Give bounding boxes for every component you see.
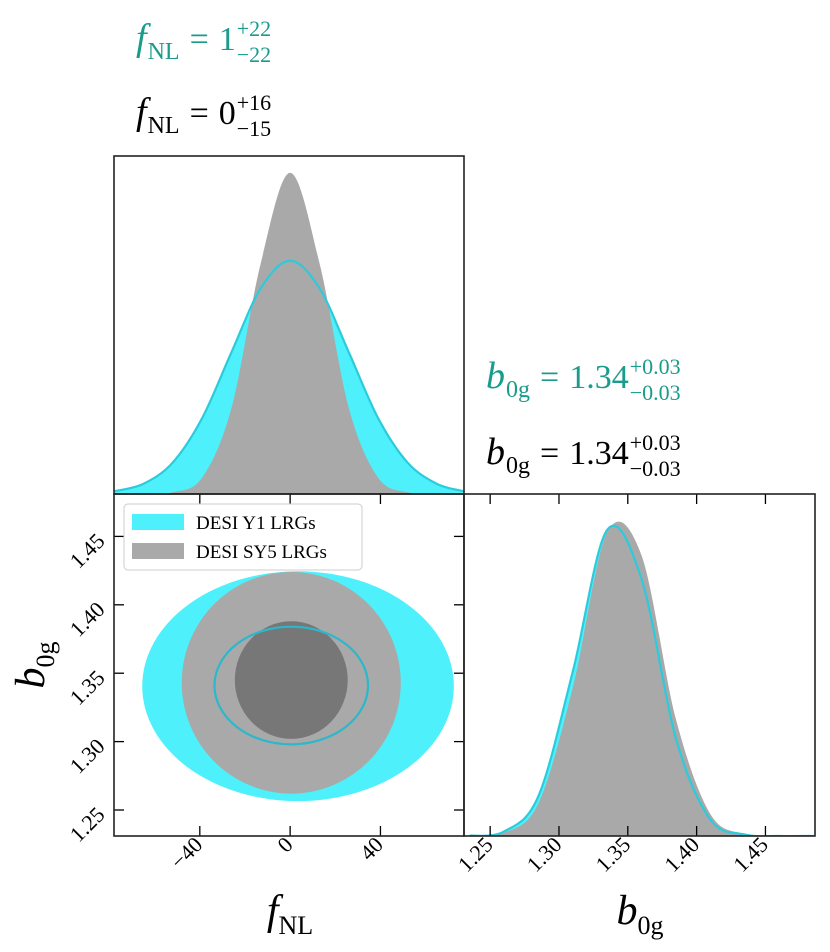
legend-label: DESI SY5 LRGs — [196, 542, 327, 563]
plot-area — [114, 172, 464, 494]
title-value: 1 — [219, 21, 236, 58]
title-value: 0 — [219, 95, 236, 132]
plot-area — [469, 521, 814, 836]
axis-label-text: fNL — [267, 888, 313, 940]
axis-label: fNL — [267, 888, 313, 940]
contour — [213, 625, 370, 746]
axis-label: b0g — [617, 888, 664, 940]
title-upper: +0.03 — [630, 430, 681, 455]
x-tick-label: 1.25 — [453, 832, 498, 877]
x-tick-label: 1.35 — [590, 832, 635, 877]
title-relation: = — [190, 21, 209, 58]
x-tick-label: 1.30 — [522, 832, 567, 877]
title-relation: = — [190, 95, 209, 132]
title-subscript: 0g — [506, 453, 530, 479]
legend-label: DESI Y1 LRGs — [196, 513, 316, 534]
density-fill — [114, 172, 464, 494]
contour — [234, 621, 348, 739]
title-symbol: b — [486, 431, 505, 473]
title-subscript: NL — [148, 39, 180, 65]
axis-label-symbol: b — [617, 888, 638, 934]
legend-swatch — [132, 543, 184, 559]
title-upper: +22 — [237, 16, 271, 41]
density-line — [114, 259, 464, 493]
y-tick-label: 1.40 — [65, 597, 110, 642]
axis-label-text: b0g — [617, 888, 664, 940]
axis-label-text: b0g — [8, 642, 60, 689]
y-tick-label: 1.45 — [65, 528, 110, 573]
axis-label-subscript: 0g — [31, 642, 60, 668]
title-lower: −22 — [237, 42, 271, 67]
title-lower: −0.03 — [630, 380, 681, 405]
axis-label-subscript: NL — [279, 911, 314, 940]
y-tick-label: 1.30 — [65, 733, 110, 778]
title-symbol: b — [486, 355, 505, 397]
title-value: 1.34 — [569, 359, 629, 396]
y-tick-label: 1.35 — [65, 665, 110, 710]
title-subscript: 0g — [506, 377, 530, 403]
title-relation: = — [540, 435, 559, 472]
title-value: 1.34 — [569, 435, 629, 472]
axis-label: b0g — [8, 642, 60, 689]
legend-swatch — [132, 514, 184, 530]
x-tick-label: 40 — [355, 832, 388, 865]
y-tick-label: 1.25 — [65, 802, 110, 847]
x-tick-label: 1.40 — [659, 832, 704, 877]
axis-label-subscript: 0g — [638, 911, 664, 940]
panel-frame — [463, 493, 816, 837]
title-upper: +16 — [237, 90, 271, 115]
plot-area — [142, 571, 454, 802]
title-upper: +0.03 — [630, 354, 681, 379]
x-tick-label: 1.45 — [728, 832, 773, 877]
title-lower: −0.03 — [630, 456, 681, 481]
title-relation: = — [540, 359, 559, 396]
title-subscript: NL — [148, 113, 180, 139]
x-tick-label: −40 — [165, 832, 207, 874]
title-lower: −15 — [237, 116, 271, 141]
density-fill — [469, 521, 814, 836]
density-line — [469, 524, 814, 836]
axis-label-symbol: b — [8, 668, 54, 689]
